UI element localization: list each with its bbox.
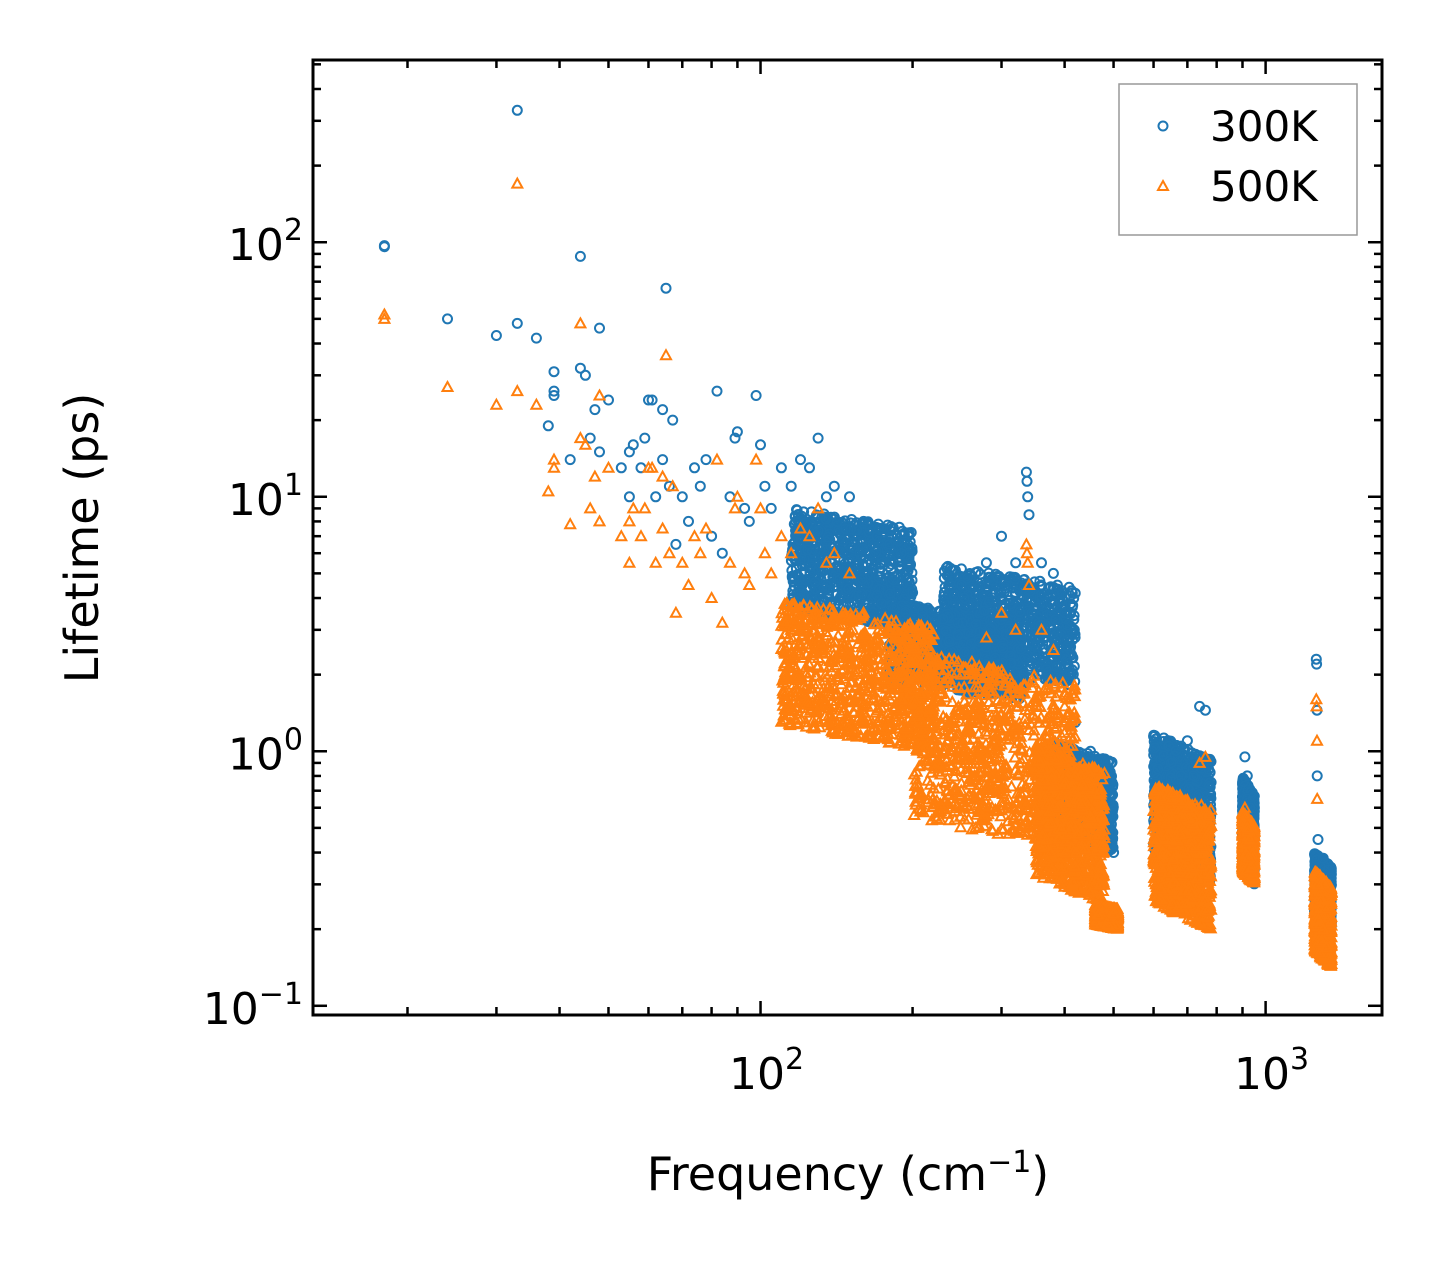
band-point-300k: [833, 574, 845, 586]
band-point-300k: [794, 555, 806, 566]
band-point-300k: [816, 558, 828, 570]
band-point-300k: [809, 576, 821, 588]
band-point-300k: [871, 589, 883, 601]
band-point-300k: [885, 554, 897, 566]
band-point-300k: [893, 535, 905, 547]
band-point-300k: [873, 524, 885, 536]
band-point-300k: [843, 583, 855, 595]
band-point-300k: [884, 588, 896, 599]
band-point-300k: [906, 567, 918, 579]
band-point-300k: [793, 528, 805, 540]
band-point-300k: [846, 542, 858, 554]
band-point-300k: [790, 515, 802, 527]
band-point-300k: [844, 541, 856, 553]
band-point-300k: [840, 523, 851, 535]
band-point-300k: [857, 543, 869, 555]
band-point-300k: [801, 519, 813, 531]
band-point-300k: [839, 515, 851, 527]
band-point-300k: [820, 513, 832, 525]
band-point-300k: [900, 574, 912, 586]
band-point-300k: [856, 573, 868, 585]
band-point-300k: [821, 580, 833, 592]
band-point-300k: [876, 598, 887, 609]
band-point-300k: [794, 574, 806, 586]
band-point-300k: [788, 573, 800, 585]
band-point-300k: [851, 524, 863, 536]
band-point-300k: [822, 531, 834, 543]
band-point-300k: [832, 572, 844, 584]
band-point-300k: [898, 527, 910, 539]
band-point-300k: [854, 600, 866, 612]
band-point-300k: [873, 583, 885, 595]
band-point-300k: [898, 593, 910, 605]
series-layer: [377, 104, 1339, 971]
band-point-300k: [875, 557, 887, 569]
band-point-300k: [886, 523, 898, 535]
band-point-300k: [794, 588, 806, 600]
band-point-300k: [793, 534, 805, 546]
band-point-300k: [866, 606, 878, 618]
band-point-300k: [867, 564, 879, 576]
band-point-300k: [881, 544, 893, 556]
band-point-300k: [856, 588, 868, 600]
band-point-300k: [867, 568, 879, 580]
band-point-300k: [899, 568, 911, 580]
band-point-300k: [853, 559, 865, 571]
band-point-300k: [874, 562, 886, 574]
band-point-300k: [804, 566, 816, 578]
band-point-300k: [798, 506, 810, 518]
band-point-300k: [787, 544, 799, 555]
band-point-300k: [809, 583, 821, 595]
band-point-300k: [903, 540, 915, 552]
band-point-300k: [890, 585, 902, 596]
band-point-300k: [887, 574, 899, 586]
band-point-300k: [799, 574, 811, 586]
band-point-300k: [796, 560, 808, 572]
band-point-300k: [864, 549, 876, 561]
band-point-300k: [845, 523, 857, 535]
band-point-300k: [814, 543, 826, 555]
band-point-300k: [823, 590, 835, 602]
band-point-300k: [791, 504, 803, 516]
band-point-300k: [836, 535, 848, 547]
band-point-300k: [831, 516, 843, 528]
